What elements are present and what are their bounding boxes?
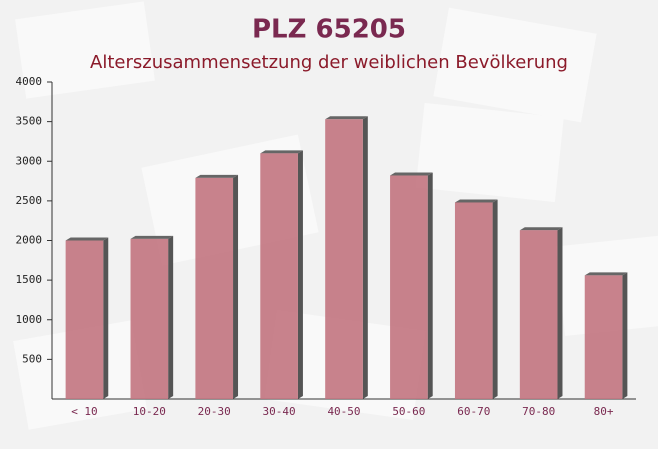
bar-side xyxy=(362,116,368,399)
bar xyxy=(584,275,623,399)
x-tick-label: 40-50 xyxy=(327,405,360,418)
bar xyxy=(130,238,169,399)
bar xyxy=(260,153,298,399)
bar-side xyxy=(168,235,174,399)
bar xyxy=(519,230,558,399)
x-tick-label: 70-80 xyxy=(522,405,555,418)
x-tick-label: 10-20 xyxy=(133,405,166,418)
x-tick-label: 80+ xyxy=(594,405,614,418)
y-tick-label: 4000 xyxy=(16,75,43,88)
x-tick-label: 20-30 xyxy=(198,405,231,418)
bar-side xyxy=(297,150,303,399)
chart-subtitle: Alterszusammensetzung der weiblichen Bev… xyxy=(90,52,568,73)
y-tick-label: 1500 xyxy=(16,273,43,286)
bar-side xyxy=(622,272,628,399)
y-tick-label: 1000 xyxy=(16,313,43,326)
bar-top xyxy=(130,235,174,239)
bar-top xyxy=(260,150,303,154)
bar xyxy=(195,177,234,399)
y-tick-label: 3000 xyxy=(16,154,43,167)
x-tick-label: < 10 xyxy=(71,405,98,418)
bar-top xyxy=(195,174,239,178)
bar-top xyxy=(584,272,628,276)
bar-top xyxy=(325,116,368,120)
bar-side xyxy=(233,174,239,399)
x-tick-label: 60-70 xyxy=(457,405,490,418)
bar-side xyxy=(557,227,563,399)
bar xyxy=(390,175,428,399)
bar-side xyxy=(492,199,498,399)
bar xyxy=(454,202,493,399)
y-tick-label: 3500 xyxy=(16,115,43,128)
bar-top xyxy=(390,172,433,176)
chart-title: PLZ 65205 xyxy=(252,15,406,45)
bar-top xyxy=(519,227,563,231)
bar-side xyxy=(103,237,109,399)
y-tick-label: 2000 xyxy=(16,234,43,247)
bar-top xyxy=(454,199,498,203)
y-tick-label: 500 xyxy=(22,352,42,365)
bar-top xyxy=(65,237,109,241)
y-tick-label: 2500 xyxy=(16,194,43,207)
bar xyxy=(65,240,104,399)
x-tick-label: 50-60 xyxy=(392,405,425,418)
x-tick-label: 30-40 xyxy=(263,405,296,418)
bar xyxy=(325,119,363,399)
bar-side xyxy=(427,172,433,399)
